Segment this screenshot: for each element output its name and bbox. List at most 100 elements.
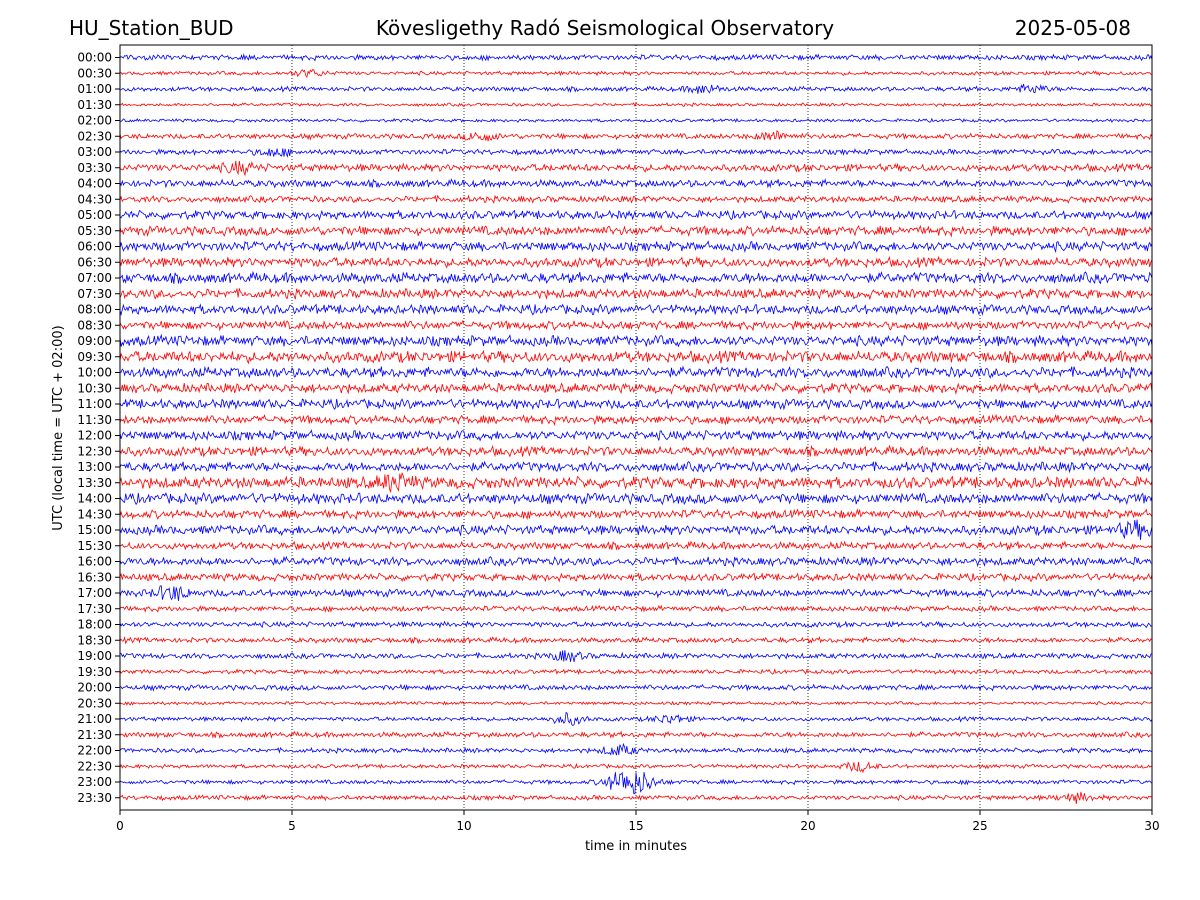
y-tick-label: 23:30 <box>77 791 112 805</box>
seismic-trace-0500 <box>119 209 1153 221</box>
x-tick-label: 30 <box>1144 819 1159 833</box>
y-tick-label: 13:00 <box>77 460 112 474</box>
x-tick-label: 5 <box>288 819 296 833</box>
y-tick-label: 01:30 <box>77 98 112 112</box>
seismic-trace-0930 <box>119 349 1153 365</box>
y-tick-label: 21:30 <box>77 728 112 742</box>
trace-group <box>119 53 1153 805</box>
seismic-trace-1330 <box>119 471 1153 494</box>
y-tick-label: 16:00 <box>77 555 112 569</box>
seismic-trace-1200 <box>119 429 1153 443</box>
y-axis-label: UTC (local time = UTC + 02:00) <box>51 325 66 530</box>
x-axis-label: time in minutes <box>585 839 687 854</box>
seismic-trace-1600 <box>119 555 1153 568</box>
y-tick-label: 02:30 <box>77 129 112 143</box>
seismic-trace-0430 <box>119 194 1153 204</box>
seismic-trace-2230 <box>119 761 1153 774</box>
station-title: HU_Station_BUD <box>69 16 234 40</box>
y-tick-label: 09:30 <box>77 350 112 364</box>
y-tick-label: 15:00 <box>77 523 112 537</box>
y-tick-label: 21:00 <box>77 712 112 726</box>
seismic-trace-1530 <box>119 540 1153 551</box>
seismic-trace-1800 <box>119 620 1153 629</box>
x-axis-ticks: 0 5 10 15 20 25 30 <box>116 810 1160 833</box>
seismic-trace-1730 <box>119 604 1153 613</box>
y-tick-label: 05:30 <box>77 224 112 238</box>
y-tick-label: 12:30 <box>77 444 112 458</box>
y-tick-label: 00:30 <box>77 66 112 80</box>
seismic-trace-0530 <box>119 224 1153 238</box>
seismic-trace-0600 <box>119 239 1153 254</box>
y-tick-label: 08:30 <box>77 318 112 332</box>
y-tick-label: 18:30 <box>77 633 112 647</box>
seismic-trace-0800 <box>119 303 1153 317</box>
y-tick-label: 02:00 <box>77 114 112 128</box>
x-tick-label: 10 <box>456 819 471 833</box>
observatory-title: Kövesligethy Radó Seismological Observat… <box>376 16 834 40</box>
y-tick-label: 12:00 <box>77 429 112 443</box>
y-tick-label: 22:00 <box>77 744 112 758</box>
y-tick-label: 17:30 <box>77 602 112 616</box>
seismic-trace-1230 <box>119 444 1153 458</box>
seismic-trace-1700 <box>119 585 1153 601</box>
y-tick-label: 11:00 <box>77 397 112 411</box>
seismic-trace-1000 <box>119 365 1153 380</box>
seismic-trace-0830 <box>119 319 1153 332</box>
y-tick-label: 19:30 <box>77 665 112 679</box>
y-tick-label: 06:00 <box>77 240 112 254</box>
seismic-trace-2030 <box>119 700 1153 706</box>
seismic-trace-1500 <box>119 519 1153 540</box>
y-tick-label: 10:00 <box>77 366 112 380</box>
y-tick-label: 07:30 <box>77 287 112 301</box>
seismic-trace-2000 <box>119 683 1153 692</box>
seismic-trace-1300 <box>119 460 1153 474</box>
y-tick-label: 14:30 <box>77 507 112 521</box>
seismic-trace-1900 <box>119 650 1153 662</box>
seismic-trace-1100 <box>119 397 1153 411</box>
seismic-trace-1400 <box>119 491 1153 506</box>
seismic-trace-0030 <box>119 69 1153 78</box>
seismic-trace-2200 <box>119 742 1153 756</box>
seismic-trace-0200 <box>119 117 1153 123</box>
seismic-trace-0230 <box>119 129 1153 142</box>
seismic-trace-1430 <box>119 508 1153 521</box>
y-tick-label: 04:00 <box>77 177 112 191</box>
seismic-trace-1930 <box>119 668 1153 676</box>
y-tick-label: 10:30 <box>77 381 112 395</box>
y-tick-label: 23:00 <box>77 775 112 789</box>
seismic-trace-2330 <box>119 791 1153 805</box>
x-tick-label: 25 <box>972 819 987 833</box>
y-tick-label: 20:00 <box>77 681 112 695</box>
y-tick-label: 08:00 <box>77 303 112 317</box>
x-tick-label: 15 <box>628 819 643 833</box>
seismic-trace-1030 <box>119 382 1153 395</box>
y-tick-label: 16:30 <box>77 570 112 584</box>
y-tick-label: 22:30 <box>77 759 112 773</box>
y-tick-label: 13:30 <box>77 476 112 490</box>
y-tick-label: 03:30 <box>77 161 112 175</box>
y-tick-label: 05:00 <box>77 208 112 222</box>
seismic-trace-0400 <box>119 178 1153 189</box>
y-tick-label: 07:00 <box>77 271 112 285</box>
seismic-trace-0300 <box>119 147 1153 158</box>
y-tick-label: 15:30 <box>77 539 112 553</box>
date-title: 2025-05-08 <box>1015 16 1131 40</box>
x-tick-label: 20 <box>800 819 815 833</box>
y-tick-label: 03:00 <box>77 145 112 159</box>
seismic-trace-2100 <box>119 711 1153 727</box>
seismic-trace-0000 <box>119 53 1153 62</box>
seismic-trace-1830 <box>119 636 1153 645</box>
seismic-trace-0630 <box>119 255 1153 269</box>
x-tick-label: 0 <box>116 819 124 833</box>
y-tick-label: 06:30 <box>77 255 112 269</box>
seismic-trace-0700 <box>119 270 1153 285</box>
y-tick-label: 14:00 <box>77 492 112 506</box>
y-tick-label: 11:30 <box>77 413 112 427</box>
seismic-trace-0730 <box>119 287 1153 301</box>
y-tick-label: 04:30 <box>77 192 112 206</box>
y-tick-label: 01:00 <box>77 82 112 96</box>
seismic-trace-0100 <box>119 83 1153 94</box>
seismic-trace-2130 <box>119 730 1153 739</box>
seismic-trace-0330 <box>119 160 1153 177</box>
